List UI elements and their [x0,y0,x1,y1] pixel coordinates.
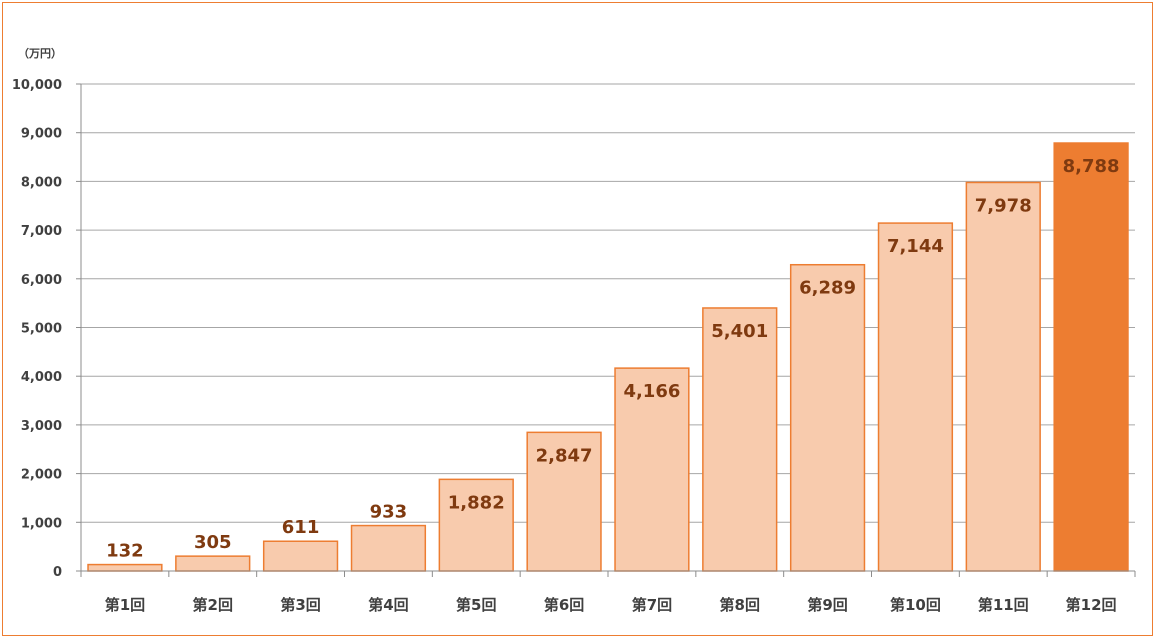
gridlines [81,83,1135,523]
y-tick-label: 3,000 [21,419,62,434]
y-axis-unit-label: （万円） [18,47,62,60]
x-tick-label: 第10回 [890,596,941,614]
x-tick-label: 第8回 [720,596,760,614]
x-tick-label: 第6回 [544,596,584,614]
bar [350,524,427,572]
x-tick-label: 第3回 [280,596,320,614]
x-tick-label: 第7回 [632,596,672,614]
x-tick-label: 第5回 [456,596,496,614]
y-tick-label: 0 [53,565,62,580]
data-label: 933 [370,502,408,523]
y-tick-label: 9,000 [21,127,62,142]
bar [789,263,866,572]
bar [438,478,514,572]
y-tick-label: 5,000 [21,322,62,337]
y-tick-labels: 0 1,000 2,000 3,000 4,000 5,000 6,000 7,000 8,00… [12,78,62,580]
bar [87,563,163,572]
data-label: 1,882 [448,492,505,513]
axes [76,83,1136,577]
bar [614,367,690,572]
y-tick-label: 4,000 [21,370,62,385]
y-tick-label: 2,000 [21,468,62,483]
bar [262,540,339,572]
data-label: 305 [194,532,232,553]
data-label: 611 [282,517,320,538]
y-tick-label: 1,000 [21,516,62,531]
x-tick-label: 第2回 [193,596,233,614]
bar [1053,142,1129,572]
bar [702,307,778,572]
data-label: 132 [106,541,144,562]
x-tick-label: 第4回 [368,596,408,614]
x-tick-labels: 第1回 第2回 第3回 第4回 第5回 第6回 第7回 第8回 第9回 第10回 第11回 第12回 [105,596,1117,614]
data-label: 7,144 [887,236,944,257]
data-label: 5,401 [711,321,768,342]
bars [87,142,1129,572]
data-label: 8,788 [1063,156,1120,177]
bar [965,181,1041,572]
y-tick-label: 8,000 [21,175,62,190]
data-label: 2,847 [536,445,593,466]
y-tick-label: 6,000 [21,273,62,288]
x-tick-label: 第1回 [105,596,145,614]
x-tick-label: 第9回 [807,596,847,614]
x-tick-label: 第12回 [1066,596,1117,614]
data-label: 4,166 [623,381,680,402]
data-labels: 132 305 611 933 1,882 2,847 4,166 5,401 6,289 7,1… [106,156,1119,562]
bar [877,222,954,572]
x-tick-label: 第11回 [978,596,1029,614]
y-tick-label: 10,000 [12,78,62,93]
y-tick-label: 7,000 [21,224,62,239]
bar [175,555,251,572]
data-label: 7,978 [975,195,1032,216]
data-label: 6,289 [799,278,856,299]
